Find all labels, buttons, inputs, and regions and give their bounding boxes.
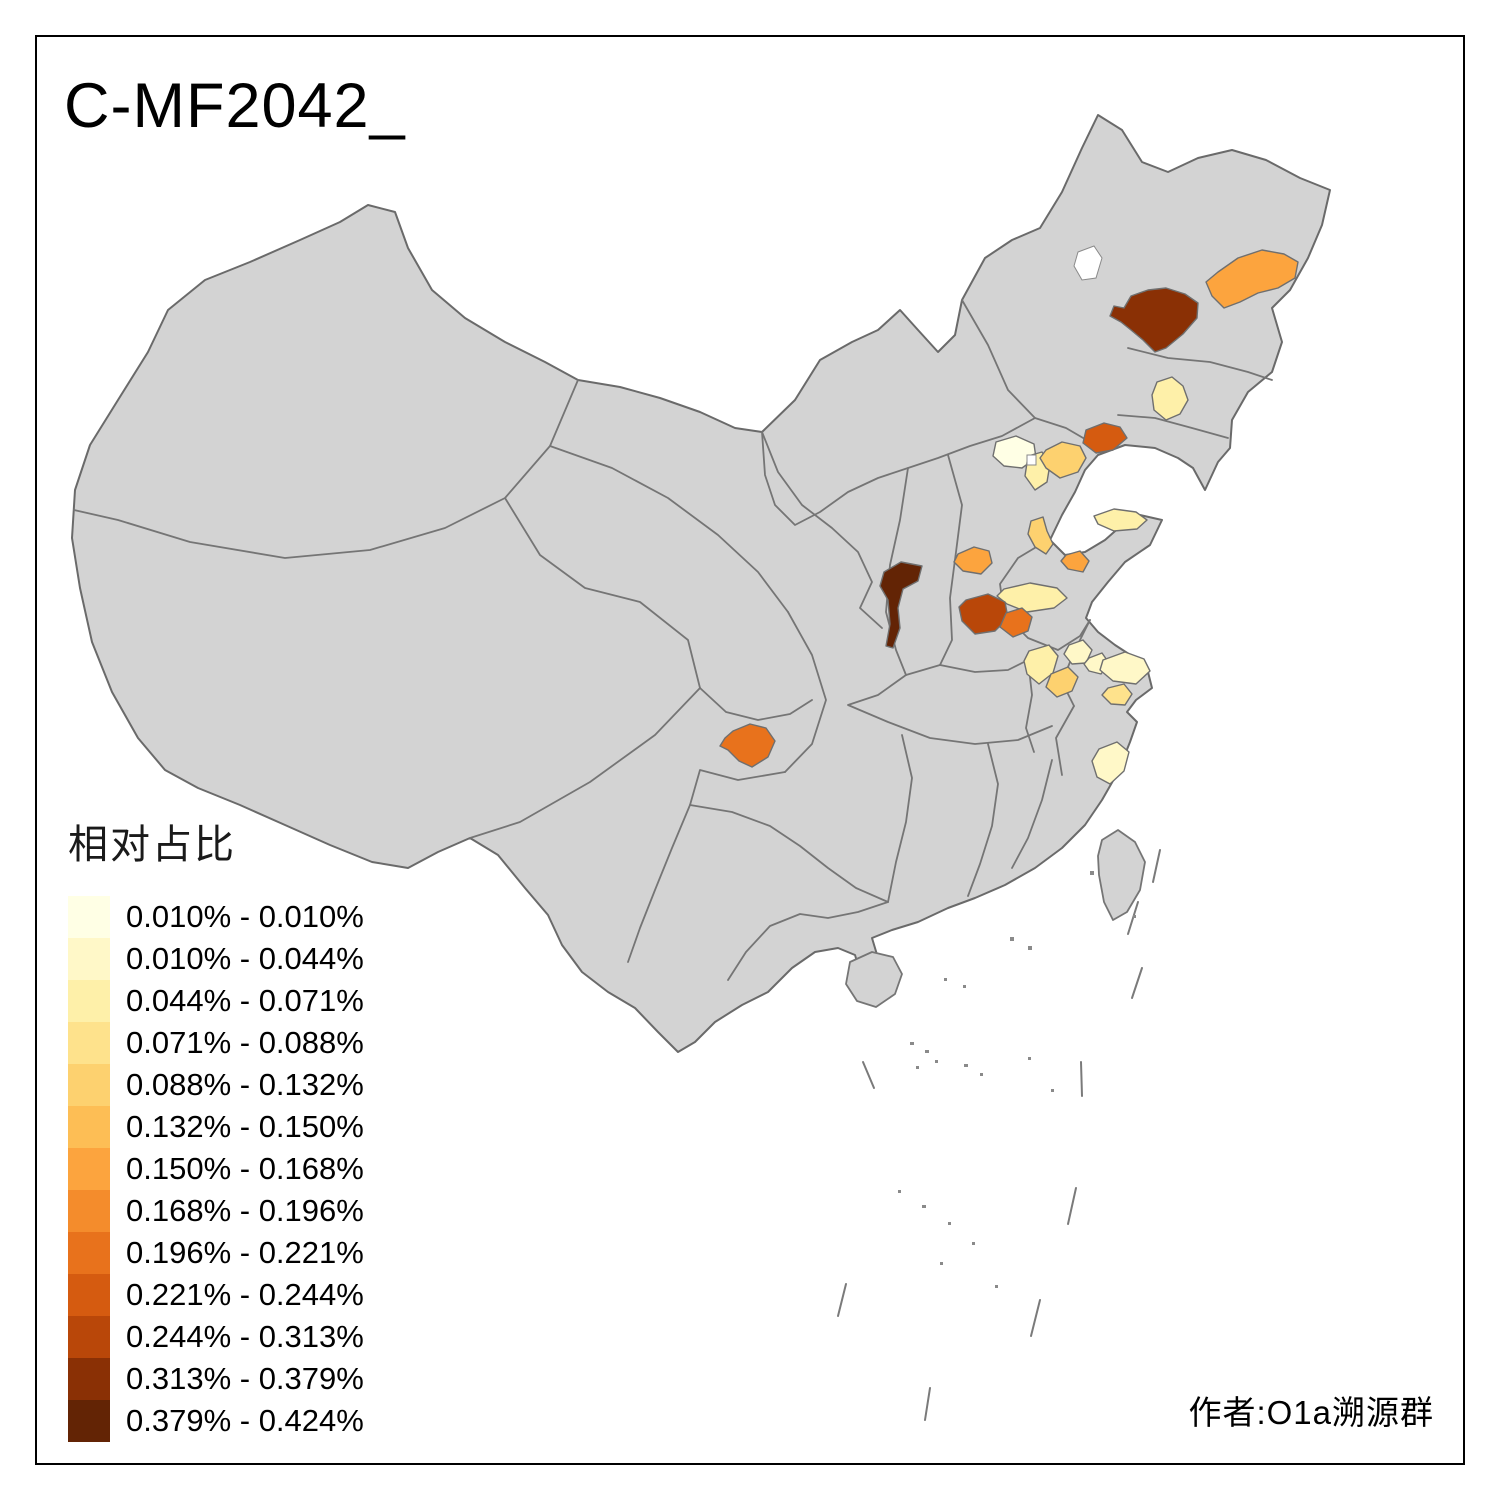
map-region-shandong-central-orange <box>1060 550 1090 573</box>
legend-row: 0.168% - 0.196% <box>68 1190 364 1232</box>
legend-label: 0.132% - 0.150% <box>126 1109 364 1144</box>
legend-row: 0.244% - 0.313% <box>68 1316 364 1358</box>
legend-row: 0.044% - 0.071% <box>68 980 364 1022</box>
legend-label: 0.313% - 0.379% <box>126 1361 364 1396</box>
legend-row: 0.313% - 0.379% <box>68 1358 364 1400</box>
legend-row: 0.010% - 0.044% <box>68 938 364 980</box>
legend-row: 0.150% - 0.168% <box>68 1148 364 1190</box>
legend-label: 0.071% - 0.088% <box>126 1025 364 1060</box>
map-region-jiangsu-south-yellow <box>1101 683 1133 706</box>
map-region-jinan <box>1027 516 1054 555</box>
legend-swatch <box>68 980 110 1022</box>
legend-label: 0.196% - 0.221% <box>126 1235 364 1270</box>
page-title: C-MF2042_ <box>64 71 406 141</box>
legend-label: 0.244% - 0.313% <box>126 1319 364 1354</box>
highlighted-regions <box>719 249 1299 785</box>
map-region-henan-dark-red <box>958 593 1009 635</box>
legend-swatch <box>68 896 110 938</box>
legend-swatch <box>68 1274 110 1316</box>
map-region-henan-east-orange <box>999 607 1033 638</box>
legend-label: 0.150% - 0.168% <box>126 1151 364 1186</box>
map-region-inner-mongolia-east <box>1109 287 1199 353</box>
map-region-anhui-north-pale <box>1023 644 1059 685</box>
legend-swatch <box>68 1106 110 1148</box>
map-region-shanxi-darkest <box>879 561 923 649</box>
legend-swatch <box>68 1064 110 1106</box>
legend-swatch <box>68 1190 110 1232</box>
map-region-tangshan <box>1039 441 1087 479</box>
legend-swatch <box>68 1022 110 1064</box>
legend-row: 0.196% - 0.221% <box>68 1232 364 1274</box>
legend-row: 0.010% - 0.010% <box>68 896 364 938</box>
map-region-liaoning-pale <box>1151 376 1189 421</box>
legend-label: 0.088% - 0.132% <box>126 1067 364 1102</box>
map-region-bohai-dark-orange <box>1082 422 1128 454</box>
islands <box>845 829 1146 1008</box>
legend-row: 0.088% - 0.132% <box>68 1064 364 1106</box>
map-region-anhui-central-yellow <box>1045 666 1079 698</box>
legend-swatch <box>68 938 110 980</box>
legend: 相对占比 0.010% - 0.010% 0.010% - 0.044% 0.0… <box>68 812 364 1442</box>
province-borders <box>73 299 1273 981</box>
map-region-northeast-orange <box>1205 249 1299 309</box>
map-region-shandong-peninsula-pale <box>1093 508 1148 532</box>
legend-label: 0.044% - 0.071% <box>126 983 364 1018</box>
legend-label: 0.010% - 0.044% <box>126 941 364 976</box>
map-region-chongqing <box>719 723 776 768</box>
legend-title: 相对占比 <box>68 823 236 867</box>
legend-row: 0.221% - 0.244% <box>68 1274 364 1316</box>
taiwan-island <box>1097 829 1146 921</box>
legend-label: 0.379% - 0.424% <box>126 1403 364 1438</box>
legend-label: 0.010% - 0.010% <box>126 899 364 934</box>
legend-swatch <box>68 1232 110 1274</box>
map-region-shandong-south-pale <box>996 582 1068 613</box>
legend-row: 0.132% - 0.150% <box>68 1106 364 1148</box>
legend-row: 0.379% - 0.424% <box>68 1400 364 1442</box>
legend-label: 0.168% - 0.196% <box>126 1193 364 1228</box>
plot-frame <box>35 35 1465 1465</box>
legend-swatch <box>68 1358 110 1400</box>
legend-swatch <box>68 1148 110 1190</box>
lakes <box>1026 245 1103 466</box>
attribution-text: 作者:O1a溯源群 <box>1188 1394 1434 1431</box>
legend-label: 0.221% - 0.244% <box>126 1277 364 1312</box>
legend-swatch <box>68 1400 110 1442</box>
map-region-jiangsu-coast-pale <box>1099 651 1151 685</box>
map-region-hebei-south-orange <box>953 546 993 575</box>
south-sea-islets <box>898 871 1136 1288</box>
hainan-island <box>845 951 903 1008</box>
legend-swatch <box>68 1316 110 1358</box>
legend-row: 0.071% - 0.088% <box>68 1022 364 1064</box>
map-region-zhejiang-pale <box>1091 741 1130 785</box>
